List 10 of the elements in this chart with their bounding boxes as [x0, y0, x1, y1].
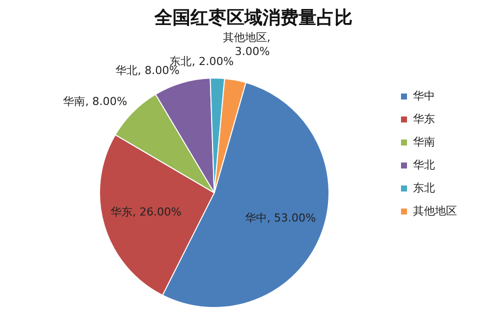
data-label: 华南, 8.00%	[63, 95, 128, 108]
data-label: 华中, 53.00%	[244, 212, 316, 225]
legend-label: 华东	[413, 112, 435, 126]
legend-label: 其他地区	[413, 204, 457, 218]
legend-label: 华北	[413, 158, 435, 172]
data-label: 华东, 26.00%	[110, 206, 182, 219]
chart-title: 全国红枣区域消费量占比	[154, 7, 352, 28]
legend-label: 华中	[413, 89, 435, 102]
legend-label: 华南	[413, 135, 435, 148]
legend-label: 东北	[413, 181, 435, 194]
